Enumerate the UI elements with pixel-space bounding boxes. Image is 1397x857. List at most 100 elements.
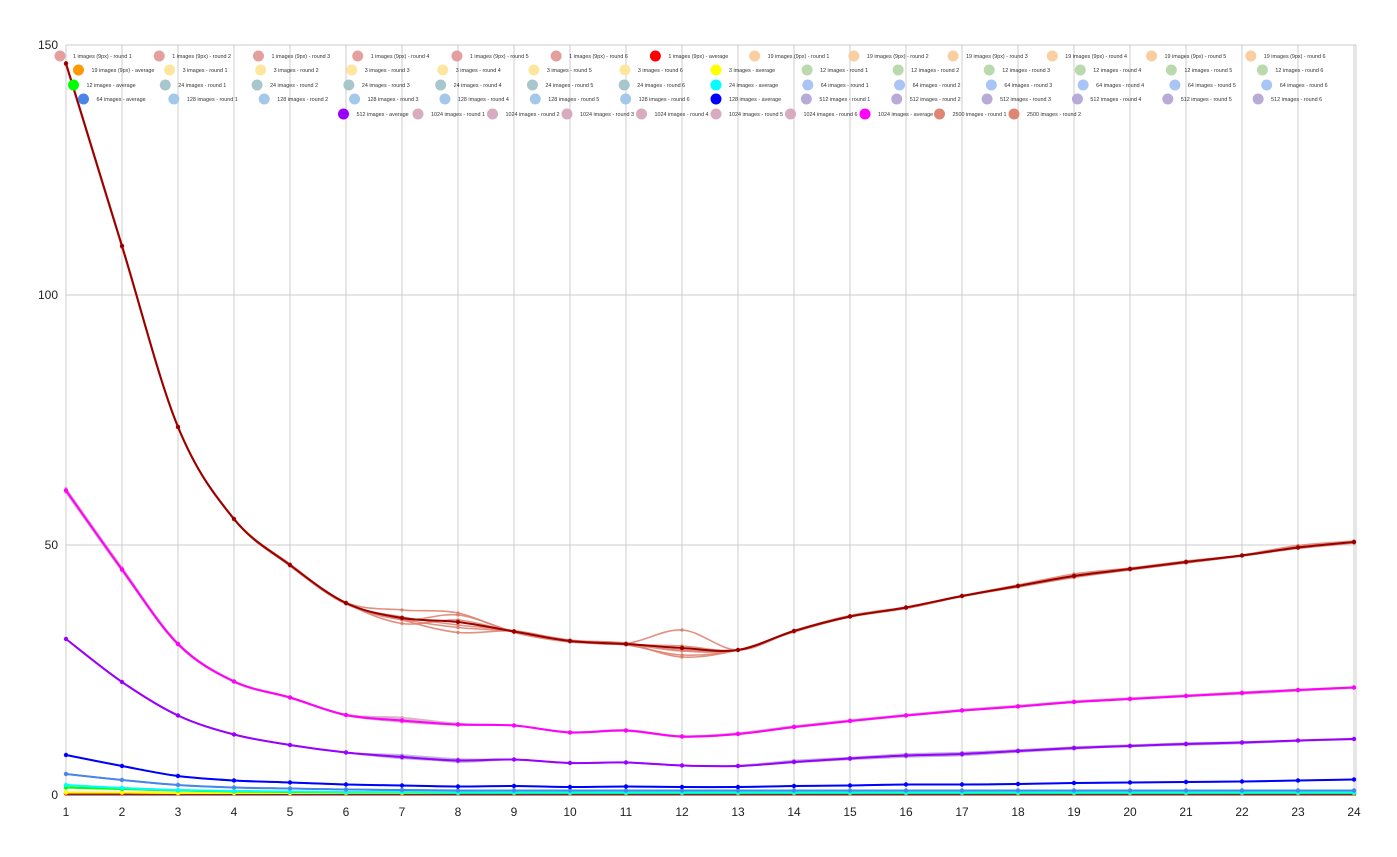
data-point <box>567 788 573 793</box>
legend-entry[interactable]: 512 images - round 3 <box>981 93 1051 105</box>
legend-entry[interactable]: 1024 images - round 3 <box>561 108 634 120</box>
legend-entry[interactable]: 512 images - round 5 <box>1162 93 1232 105</box>
legend-entry[interactable]: 128 images - round 6 <box>620 93 690 105</box>
data-point <box>1295 545 1301 550</box>
legend-entry[interactable]: 512 images - round 2 <box>891 93 961 105</box>
legend-entry[interactable]: 19 images (9px) - round 2 <box>848 50 929 62</box>
legend-entry[interactable]: 1 images (9px) - round 6 <box>550 50 628 62</box>
legend-entry[interactable]: 12 images - round 4 <box>1074 64 1141 76</box>
legend-entry[interactable]: 24 images - round 3 <box>343 79 410 91</box>
legend-label: 19 images (9px) - round 6 <box>1264 54 1326 60</box>
legend-entry[interactable]: 24 images - average <box>710 79 779 91</box>
legend-entry[interactable]: 19 images (9px) - average <box>73 64 154 76</box>
legend-entry[interactable]: 3 images - round 6 <box>619 64 683 76</box>
legend-entry[interactable]: 19 images (9px) - round 3 <box>947 50 1028 62</box>
legend-entry[interactable]: 1024 images - round 4 <box>636 108 708 120</box>
data-point <box>1071 573 1077 579</box>
legend-entry[interactable]: 64 images - round 3 <box>985 79 1052 91</box>
legend-entry[interactable]: 3 images - round 1 <box>164 64 228 76</box>
series-1024-images-round-2 <box>64 486 1356 738</box>
legend-entry[interactable]: 24 images - round 5 <box>526 79 593 91</box>
legend-entry[interactable]: 3 images - round 3 <box>346 64 410 76</box>
legend-entry[interactable]: 1 images (9px) - round 2 <box>153 50 231 62</box>
legend-entry[interactable]: 64 images - round 4 <box>1077 79 1144 91</box>
legend-entry[interactable]: 1 images (9px) - round 4 <box>352 50 429 62</box>
data-point <box>959 708 965 713</box>
legend-entry[interactable]: 19 images (9px) - round 5 <box>1146 50 1227 62</box>
legend-entry[interactable]: 64 images - average <box>78 93 146 105</box>
legend-entry[interactable]: 12 images - round 3 <box>983 64 1050 76</box>
legend-entry[interactable]: 1024 images - average <box>859 108 934 120</box>
legend-entry[interactable]: 2500 images - round 2 <box>1008 108 1081 120</box>
legend-entry[interactable]: 1 images (9px) - round 1 <box>54 50 132 62</box>
legend-entry[interactable]: 3 images - average <box>710 64 776 76</box>
legend-entry[interactable]: 64 images - round 6 <box>1261 79 1328 91</box>
legend-label: 12 images - round 5 <box>1184 68 1232 74</box>
series-line <box>65 638 1355 768</box>
legend-entry[interactable]: 128 images - round 2 <box>258 93 328 105</box>
series-1024-images-round-4 <box>64 488 1356 739</box>
legend-marker <box>710 108 722 120</box>
legend-entry[interactable]: 1024 images - round 1 <box>412 108 485 120</box>
data-point <box>791 628 797 634</box>
legend-entry[interactable]: 12 images - round 1 <box>801 64 868 76</box>
legend-label: 3 images - average <box>729 68 775 74</box>
data-point <box>791 759 797 765</box>
axes: 1 2 3 4 5 6 7 8 9 10 11 12 13 14 15 16 17 18 19 20 21 22 23 240… <box>38 38 1361 819</box>
legend-entry[interactable]: 128 images - round 5 <box>529 93 599 105</box>
legend-entry[interactable]: 128 images - round 3 <box>349 93 419 105</box>
legend-entry[interactable]: 12 images - average <box>68 79 136 91</box>
legend-entry[interactable]: 12 images - round 5 <box>1165 64 1232 76</box>
legend-entry[interactable]: 24 images - round 1 <box>159 79 226 91</box>
legend-entry[interactable]: 24 images - round 6 <box>618 79 685 91</box>
legend-entry[interactable]: 3 images - round 5 <box>528 64 592 76</box>
legend-entry[interactable]: 1 images (9px) - round 5 <box>451 50 529 62</box>
legend-entry[interactable]: 3 images - round 2 <box>255 64 319 76</box>
legend-entry[interactable]: 128 images - round 4 <box>439 93 509 105</box>
data-point <box>623 788 629 793</box>
legend-entry[interactable]: 24 images - round 2 <box>251 79 318 91</box>
legend-entry[interactable]: 512 images - round 6 <box>1252 93 1322 105</box>
legend-entry[interactable]: 512 images - round 4 <box>1071 93 1141 105</box>
legend-entry[interactable]: 512 images - average <box>338 108 409 120</box>
data-point <box>1183 779 1189 785</box>
legend-entry[interactable]: 1024 images - round 5 <box>710 108 783 120</box>
series-line <box>65 491 1355 738</box>
legend-label: 12 images - average <box>87 83 136 89</box>
legend-entry[interactable]: 19 images (9px) - round 1 <box>749 50 829 62</box>
legend-entry[interactable]: 128 images - average <box>710 93 782 105</box>
legend-label: 19 images (9px) - round 5 <box>1165 54 1227 60</box>
legend-entry[interactable]: 1 images (9px) - average <box>649 50 728 62</box>
data-point <box>847 783 853 788</box>
x-tick-label: 8 <box>455 805 462 819</box>
legend-entry[interactable]: 1024 images - round 6 <box>785 108 857 120</box>
legend-entry[interactable]: 12 images - round 2 <box>892 64 959 76</box>
data-point <box>623 760 629 765</box>
data-point <box>735 763 741 769</box>
legend-entry[interactable]: 1 images (9px) - round 3 <box>252 50 330 62</box>
legend-entry[interactable]: 128 images - round 1 <box>168 93 238 105</box>
legend-entry[interactable]: 3 images - round 4 <box>437 64 501 76</box>
legend-entry[interactable]: 64 images - round 2 <box>894 79 961 91</box>
legend-marker <box>1077 79 1089 91</box>
x-tick-label: 24 <box>1347 805 1361 819</box>
legend-entry[interactable]: 64 images - round 1 <box>802 79 869 91</box>
series-128-images-round-2 <box>64 753 1356 789</box>
data-point <box>231 516 237 522</box>
legend-entry[interactable]: 2500 images - round 1 <box>934 108 1006 120</box>
legend-entry[interactable]: 12 images - round 6 <box>1256 64 1323 76</box>
legend-entry[interactable]: 19 images (9px) - round 6 <box>1245 50 1326 62</box>
legend-entry[interactable]: 19 images (9px) - round 4 <box>1046 50 1127 62</box>
data-point <box>903 788 909 793</box>
legend-marker <box>550 50 562 62</box>
data-point <box>1183 559 1189 565</box>
legend-entry[interactable]: 24 images - round 4 <box>435 79 502 91</box>
legend-marker <box>349 93 361 105</box>
series-1024-images-round-5 <box>64 487 1356 739</box>
legend-entry[interactable]: 64 images - round 5 <box>1169 79 1236 91</box>
data-point <box>623 728 629 733</box>
legend-label: 1024 images - round 3 <box>580 112 634 118</box>
legend-entry[interactable]: 1024 images - round 2 <box>487 108 559 120</box>
data-point <box>231 732 237 737</box>
legend-entry[interactable]: 512 images - round 1 <box>800 93 870 105</box>
